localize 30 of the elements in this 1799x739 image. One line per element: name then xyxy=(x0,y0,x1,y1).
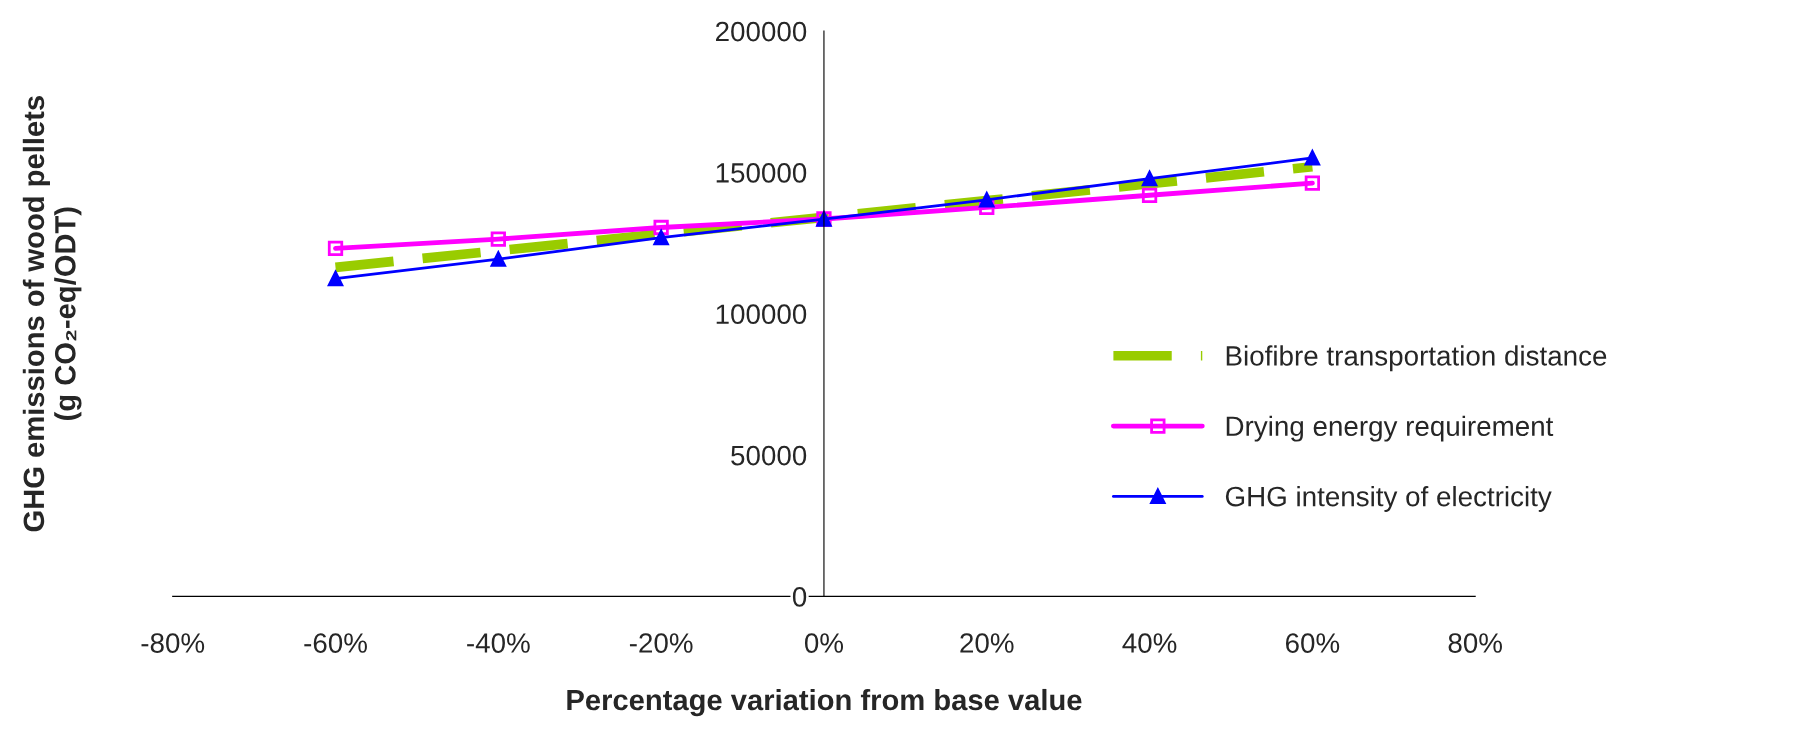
x-tick-label: -80% xyxy=(141,633,205,653)
point xyxy=(1141,187,1158,203)
x-tick-label: -60% xyxy=(304,633,367,653)
point xyxy=(653,230,669,246)
x-tick-label: 0% xyxy=(804,633,844,653)
y-tick-label: 200000 xyxy=(715,21,807,42)
x-tick-label: 60% xyxy=(1285,633,1340,653)
legend-label: Drying energy requirement xyxy=(1226,415,1554,442)
x-tick-label: 20% xyxy=(960,633,1014,653)
x-axis-title: Percentage variation from base value xyxy=(567,688,1082,717)
point xyxy=(1304,150,1321,166)
point xyxy=(1141,170,1158,187)
point xyxy=(490,231,506,247)
legend-label: GHG intensity of electricity xyxy=(1225,486,1552,512)
point xyxy=(327,271,344,287)
point xyxy=(327,240,344,257)
point xyxy=(490,251,506,267)
point xyxy=(1304,175,1321,191)
legend-label: Biofibre transportation distance xyxy=(1226,345,1607,372)
y-axis-title: GHG emissions of wood pellets (g CO₂-eq/ODT) xyxy=(22,96,82,532)
y-tick-label: 50000 xyxy=(731,445,807,466)
x-tick-label: -20% xyxy=(629,633,693,653)
y-tick-label: 0 xyxy=(792,587,807,607)
x-tick-label: 80% xyxy=(1448,633,1502,653)
y-tick-label: 100000 xyxy=(716,304,807,325)
x-tick-label: -40% xyxy=(467,633,530,653)
y-tick-label: 150000 xyxy=(716,163,807,183)
x-tick-label: 40% xyxy=(1122,633,1177,653)
point xyxy=(979,192,995,208)
point xyxy=(653,219,669,236)
